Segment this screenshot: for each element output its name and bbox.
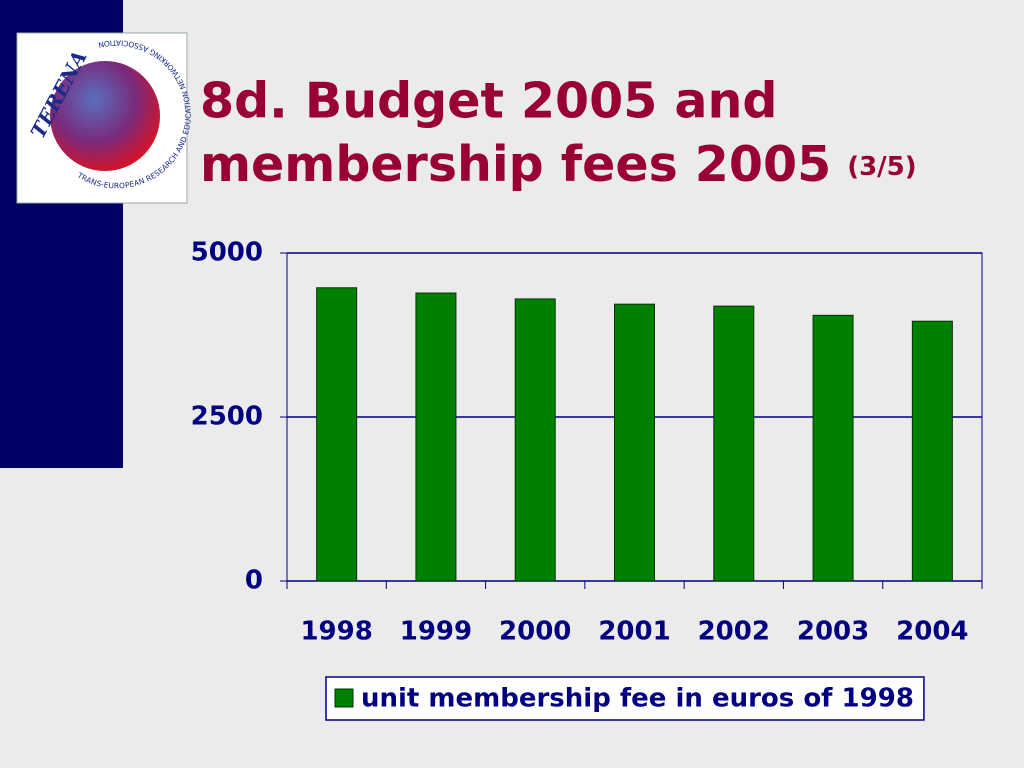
bar <box>316 287 358 582</box>
y-tick-label: 0 <box>245 566 263 596</box>
bar <box>415 292 457 582</box>
title-text: membership fees 2005 <box>200 136 831 193</box>
title-line: membership fees 2005 (3/5) <box>200 136 917 193</box>
title-line: 8d. Budget 2005 and <box>200 73 777 130</box>
logo: TERENA TRANS-EUROPEAN RESEARCH AND EDUCA… <box>16 32 193 204</box>
bar <box>713 305 755 582</box>
x-tick-label: 2004 <box>896 617 968 647</box>
y-tick-label: 2500 <box>191 402 263 432</box>
title-note: (3/5) <box>847 152 916 182</box>
x-tick-label: 1999 <box>400 617 472 647</box>
legend-label: unit membership fee in euros of 1998 <box>361 684 914 714</box>
legend-swatch <box>334 688 354 708</box>
x-tick-label: 1998 <box>300 617 372 647</box>
chart-title: 8d. Budget 2005 and membership fees 2005 (… <box>200 73 917 193</box>
bar <box>514 298 556 582</box>
bar <box>614 303 655 582</box>
bar <box>911 320 953 582</box>
x-tick-label: 2000 <box>499 617 571 647</box>
bar <box>812 314 854 582</box>
y-tick-label: 5000 <box>191 238 263 268</box>
legend-box <box>325 676 925 721</box>
legend: unit membership fee in euros of 1998 <box>325 676 925 721</box>
x-tick-label: 2002 <box>698 617 770 647</box>
x-tick-label: 2003 <box>797 617 869 647</box>
x-tick-label: 2001 <box>598 617 670 647</box>
logo-globe <box>50 61 160 171</box>
